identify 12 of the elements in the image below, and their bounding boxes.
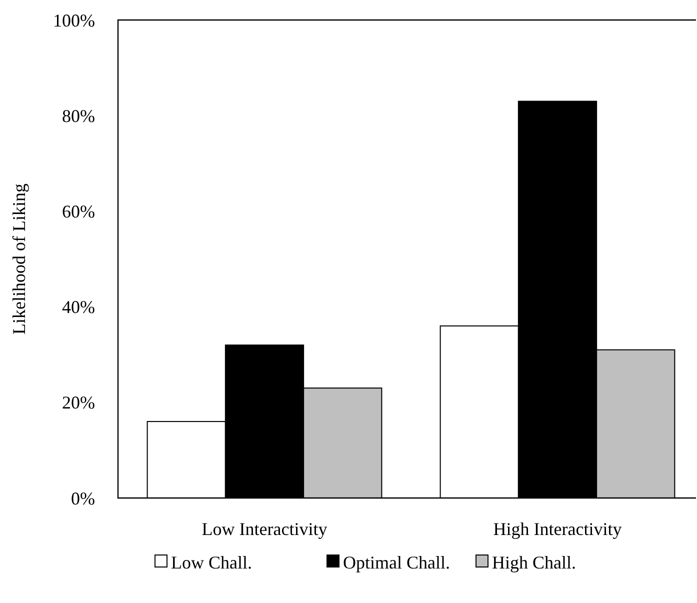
x-tick-label: High Interactivity	[493, 519, 622, 539]
y-tick-label: 0%	[71, 488, 95, 508]
y-tick-label: 100%	[53, 10, 95, 30]
legend-label: High Chall.	[492, 552, 576, 572]
legend-label: Optimal Chall.	[343, 552, 450, 572]
legend-label: Low Chall.	[171, 552, 252, 572]
y-axis-title: Likelihood of Liking	[9, 184, 29, 334]
y-tick-label: 40%	[62, 297, 95, 318]
y-tick-label: 80%	[62, 106, 95, 126]
y-tick-label: 20%	[62, 392, 95, 413]
y-tick-label: 60%	[62, 202, 95, 222]
x-tick-label: Low Interactivity	[202, 519, 328, 539]
